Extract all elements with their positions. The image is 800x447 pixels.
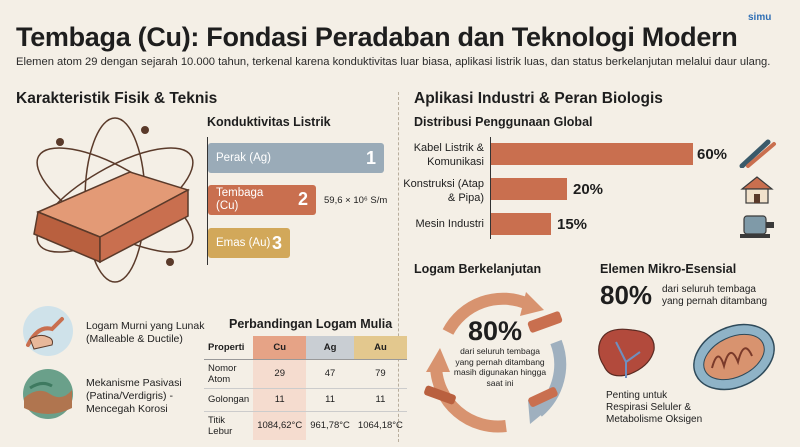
dist-bar-construction: [491, 178, 567, 200]
mitochondria-icon: [693, 323, 775, 391]
dist-label-machinery: Mesin Industri: [415, 218, 484, 230]
brand-logo: simu: [748, 12, 772, 23]
table-cell: Titik Lebur: [208, 414, 233, 437]
table-cell: 1064,18°C: [357, 420, 403, 431]
conductivity-bar-gold: Emas (Au) 3: [208, 228, 290, 258]
dist-label-construction: Konstruksi (Atap & Pipa): [403, 178, 484, 204]
recycling-heading: Logam Berkelanjutan: [414, 262, 542, 276]
feature-malleable-text: Logam Murni yang Lunak (Malleable & Duct…: [86, 320, 205, 346]
bar-rank: 2: [297, 189, 308, 210]
table-header: Cu: [253, 336, 307, 359]
cable-icon: [739, 139, 776, 168]
bar-label: Tembaga (Cu): [216, 187, 264, 212]
recycling-cycle-icon: [424, 292, 567, 433]
conductivity-heading: Konduktivitas Listrik: [207, 115, 331, 129]
industry-section-heading: Aplikasi Industri & Peran Biologis: [414, 90, 663, 107]
dist-value-cable: 60%: [697, 146, 728, 163]
table-header: Properti: [208, 341, 245, 353]
bar-label: Emas (Au): [216, 237, 271, 249]
dist-value-machinery: 15%: [557, 216, 588, 233]
table-row: Titik Lebur 1084,62°C 961,78°C 1064,18°C: [204, 411, 407, 440]
distribution-axis: [490, 137, 491, 239]
table-row: Golongan 11 11 11: [204, 388, 407, 411]
table-cell: Nomor Atom: [208, 362, 237, 385]
dist-value-construction: 20%: [573, 181, 604, 198]
table-cell: 79: [375, 368, 386, 379]
bar-rank: 3: [271, 232, 282, 253]
table-cell: 1084,62°C: [253, 411, 307, 440]
house-icon: [740, 176, 774, 204]
conductivity-axis: [207, 137, 208, 265]
copper-conductivity-value: 59,6 × 10⁶ S/m: [324, 195, 388, 206]
dist-label-cable: Kabel Listrik & Komunikasi: [413, 142, 484, 168]
table-cell: 47: [324, 368, 336, 379]
conductivity-bar-copper: Tembaga (Cu) 2: [208, 185, 316, 215]
recycling-text: dari seluruh tembaga yang pernah ditamba…: [453, 346, 547, 388]
patina-surface-icon: [23, 369, 73, 419]
bar-rank: 1: [365, 147, 376, 168]
table-cell: Golongan: [208, 394, 250, 405]
hand-bending-metal-icon: [23, 306, 73, 356]
comparison-table-heading: Perbandingan Logam Mulia: [229, 317, 393, 331]
table-header: Au: [353, 336, 407, 359]
table-cell: 11: [375, 394, 386, 405]
table-cell: 11: [325, 394, 335, 405]
column-divider: [398, 92, 399, 442]
dist-bar-cable: [491, 143, 693, 165]
liver-icon: [598, 328, 655, 378]
comparison-table: Properti Cu Ag Au Nomor Atom 29 47 79 Go…: [204, 336, 407, 440]
copper-ingot-atom-icon: [33, 117, 194, 283]
table-cell: 961,78°C: [310, 420, 350, 431]
table-header: Ag: [306, 336, 354, 359]
table-row: Nomor Atom 29 47 79: [204, 359, 407, 388]
micro-element-heading: Elemen Mikro-Esensial: [600, 262, 737, 276]
recycling-percent: 80%: [468, 316, 523, 346]
micro-element-percent: 80%: [600, 280, 653, 310]
physical-section-heading: Karakteristik Fisik & Teknis: [16, 90, 218, 107]
table-cell: 29: [253, 359, 307, 388]
table-cell: 11: [253, 388, 307, 411]
bar-label: Perak (Ag): [216, 152, 271, 164]
dist-bar-machinery: [491, 213, 551, 235]
motor-icon: [740, 215, 774, 238]
conductivity-bar-silver: Perak (Ag) 1: [208, 143, 384, 173]
feature-patina-text: Mekanisme Pasivasi (Patina/Verdigris) - …: [86, 377, 182, 416]
page-title: Tembaga (Cu): Fondasi Peradaban dan Tekn…: [16, 22, 738, 52]
micro-element-caption: Penting untuk Respirasi Seluler & Metabo…: [606, 390, 703, 425]
distribution-heading: Distribusi Penggunaan Global: [414, 115, 593, 129]
page-subtitle: Elemen atom 29 dengan sejarah 10.000 tah…: [16, 56, 771, 68]
micro-element-text: dari seluruh tembaga yang pernah ditamba…: [662, 284, 768, 307]
